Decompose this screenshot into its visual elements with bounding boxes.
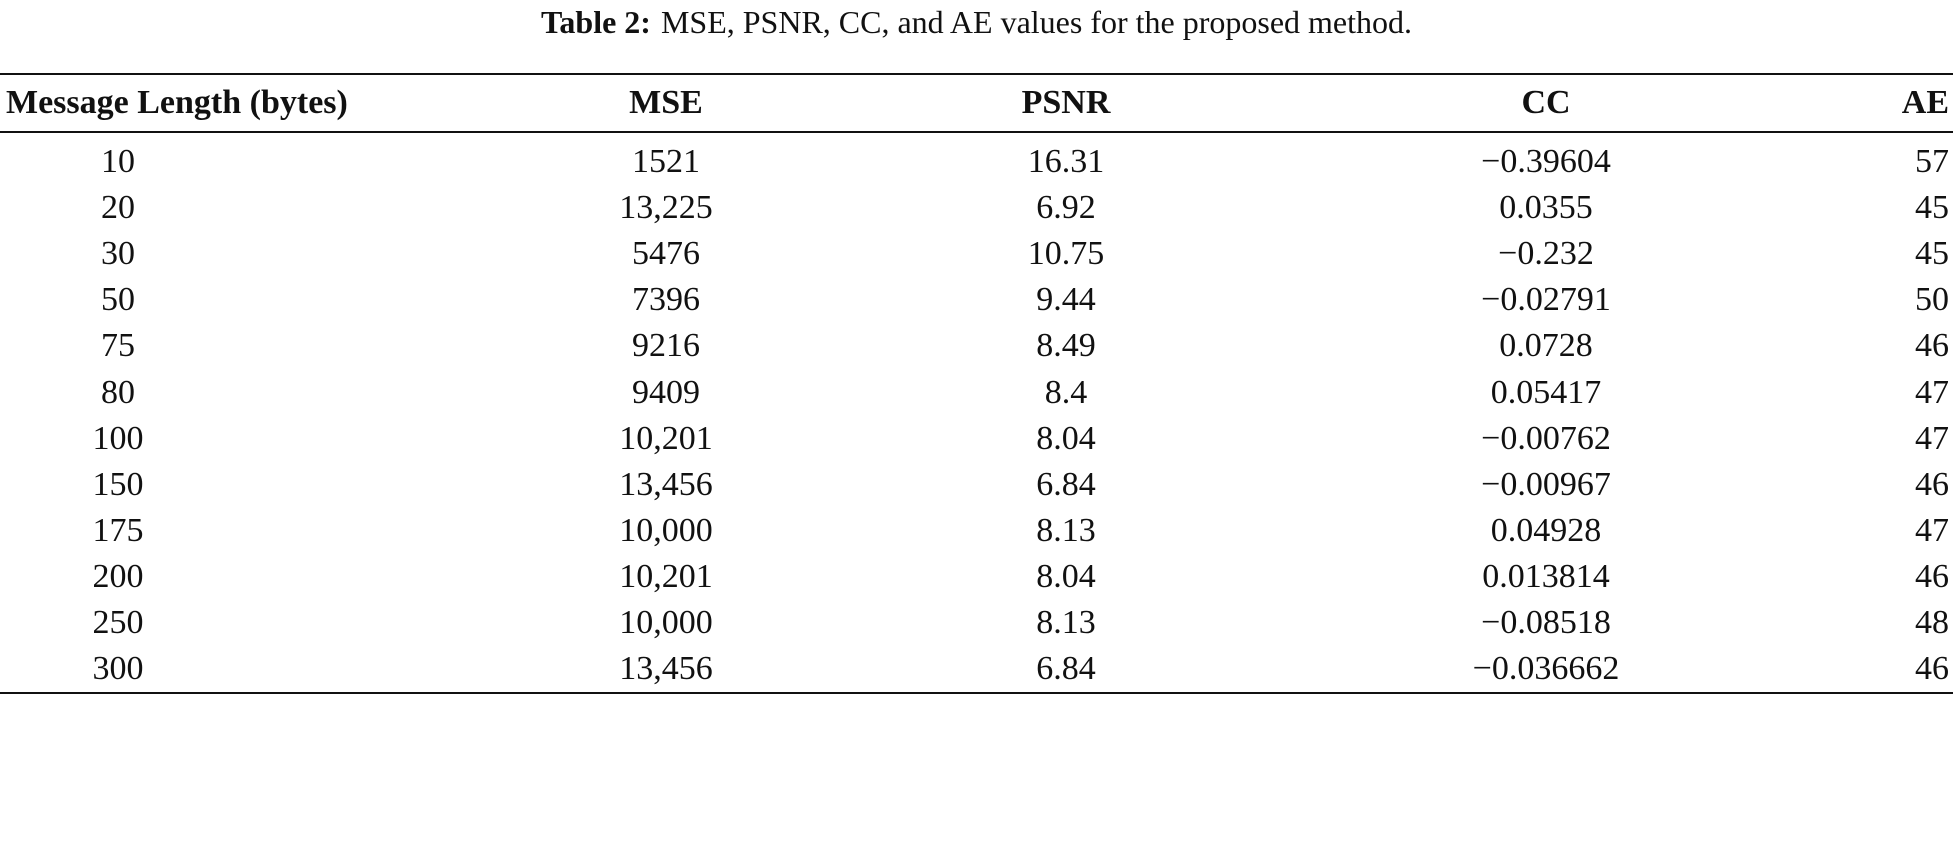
cell-message-length: 250 xyxy=(92,603,144,641)
table-row: 250 10,000 8.13 −0.08518 48 xyxy=(0,600,1953,646)
table-row: 50 7396 9.44 −0.02791 50 xyxy=(0,277,1953,323)
results-table: Message Length (bytes) MSE PSNR CC AE xyxy=(0,75,1953,131)
caption-text: MSE, PSNR, CC, and AE values for the pro… xyxy=(660,4,1413,40)
cell-psnr: 8.13 xyxy=(1036,603,1096,641)
table-row: 200 10,201 8.04 0.013814 46 xyxy=(0,554,1953,600)
table-row: 100 10,201 8.04 −0.00762 47 xyxy=(0,416,1953,462)
cell-mse: 10,201 xyxy=(619,419,713,457)
cell-ae: 46 xyxy=(1915,465,1949,503)
cell-psnr: 8.04 xyxy=(1036,419,1096,457)
cell-mse: 13,225 xyxy=(619,189,713,227)
cell-ae: 46 xyxy=(1915,327,1949,365)
header-message-length: Message Length (bytes) xyxy=(6,84,348,121)
cell-message-length: 150 xyxy=(92,465,144,503)
cell-psnr: 8.49 xyxy=(1036,327,1096,365)
cell-mse: 5476 xyxy=(632,235,700,273)
cell-ae: 47 xyxy=(1915,419,1949,457)
cell-message-length: 20 xyxy=(101,189,135,227)
table-row: 80 9409 8.4 0.05417 47 xyxy=(0,369,1953,415)
cell-mse: 1521 xyxy=(632,143,700,181)
header-row: Message Length (bytes) MSE PSNR CC AE xyxy=(0,75,1953,131)
cell-psnr: 6.84 xyxy=(1036,650,1096,688)
cell-mse: 10,000 xyxy=(619,603,713,641)
cell-cc: 0.0728 xyxy=(1499,327,1593,365)
cell-cc: −0.00967 xyxy=(1481,465,1611,503)
cell-ae: 45 xyxy=(1915,189,1949,227)
cell-cc: 0.013814 xyxy=(1482,557,1610,595)
cell-cc: −0.036662 xyxy=(1472,650,1620,688)
header-ae: AE xyxy=(1901,84,1949,121)
cell-cc: 0.05417 xyxy=(1490,373,1602,411)
table-header: Message Length (bytes) MSE PSNR CC AE xyxy=(0,75,1953,131)
table-row: 150 13,456 6.84 −0.00967 46 xyxy=(0,462,1953,508)
table-row: 30 5476 10.75 −0.232 45 xyxy=(0,231,1953,277)
results-table-body: 10 1521 16.31 −0.39604 57 20 13,225 6.92 0.0355 4… xyxy=(0,133,1953,692)
cell-psnr: 9.44 xyxy=(1036,281,1096,319)
cell-message-length: 10 xyxy=(101,143,135,181)
cell-psnr: 16.31 xyxy=(1027,143,1105,181)
table-bottom-rule xyxy=(0,692,1953,695)
cell-cc: 0.0355 xyxy=(1499,189,1593,227)
table-caption: Table 2: MSE, PSNR, CC, and AE values for… xyxy=(0,0,1953,52)
header-mse: MSE xyxy=(629,84,703,121)
cell-ae: 50 xyxy=(1915,281,1949,319)
cell-message-length: 80 xyxy=(101,373,135,411)
cell-mse: 10,201 xyxy=(619,557,713,595)
cell-psnr: 6.92 xyxy=(1036,189,1096,227)
cell-cc: −0.39604 xyxy=(1481,143,1611,181)
cell-message-length: 30 xyxy=(101,235,135,273)
cell-psnr: 8.4 xyxy=(1044,373,1088,411)
table-row: 10 1521 16.31 −0.39604 57 xyxy=(0,133,1953,185)
cell-mse: 9409 xyxy=(632,373,700,411)
table-row: 175 10,000 8.13 0.04928 47 xyxy=(0,508,1953,554)
table-row: 75 9216 8.49 0.0728 46 xyxy=(0,323,1953,369)
cell-psnr: 8.13 xyxy=(1036,511,1096,549)
cell-mse: 9216 xyxy=(632,327,700,365)
caption-label: Table 2: xyxy=(540,4,651,40)
cell-message-length: 200 xyxy=(92,557,144,595)
cell-ae: 46 xyxy=(1915,557,1949,595)
table-top-rule xyxy=(0,73,1953,75)
cell-cc: −0.02791 xyxy=(1481,281,1611,319)
cell-message-length: 100 xyxy=(92,419,144,457)
header-cc: CC xyxy=(1521,84,1571,121)
cell-message-length: 300 xyxy=(92,650,144,688)
cell-ae: 45 xyxy=(1915,235,1949,273)
cell-mse: 13,456 xyxy=(619,465,713,503)
cell-ae: 48 xyxy=(1915,603,1949,641)
cell-psnr: 8.04 xyxy=(1036,557,1096,595)
cell-cc: 0.04928 xyxy=(1490,511,1602,549)
table-row: 300 13,456 6.84 −0.036662 46 xyxy=(0,646,1953,692)
cell-mse: 10,000 xyxy=(619,511,713,549)
cell-ae: 46 xyxy=(1915,650,1949,688)
table-header-rule xyxy=(0,131,1953,133)
cell-cc: −0.00762 xyxy=(1481,419,1611,457)
table-row: 20 13,225 6.92 0.0355 45 xyxy=(0,185,1953,231)
cell-message-length: 175 xyxy=(92,511,144,549)
cell-message-length: 50 xyxy=(101,281,135,319)
cell-ae: 47 xyxy=(1915,373,1949,411)
cell-mse: 13,456 xyxy=(619,650,713,688)
table-body: 10 1521 16.31 −0.39604 57 20 13,225 6.92 0.0355 4… xyxy=(0,133,1953,692)
header-psnr: PSNR xyxy=(1021,84,1111,121)
cell-psnr: 10.75 xyxy=(1027,235,1105,273)
cell-cc: −0.08518 xyxy=(1481,603,1611,641)
cell-ae: 57 xyxy=(1915,143,1949,181)
cell-ae: 47 xyxy=(1915,511,1949,549)
cell-cc: −0.232 xyxy=(1498,235,1594,273)
cell-mse: 7396 xyxy=(632,281,700,319)
cell-message-length: 75 xyxy=(101,327,135,365)
results-table-container: Message Length (bytes) MSE PSNR CC AE 10… xyxy=(0,73,1953,695)
cell-psnr: 6.84 xyxy=(1036,465,1096,503)
